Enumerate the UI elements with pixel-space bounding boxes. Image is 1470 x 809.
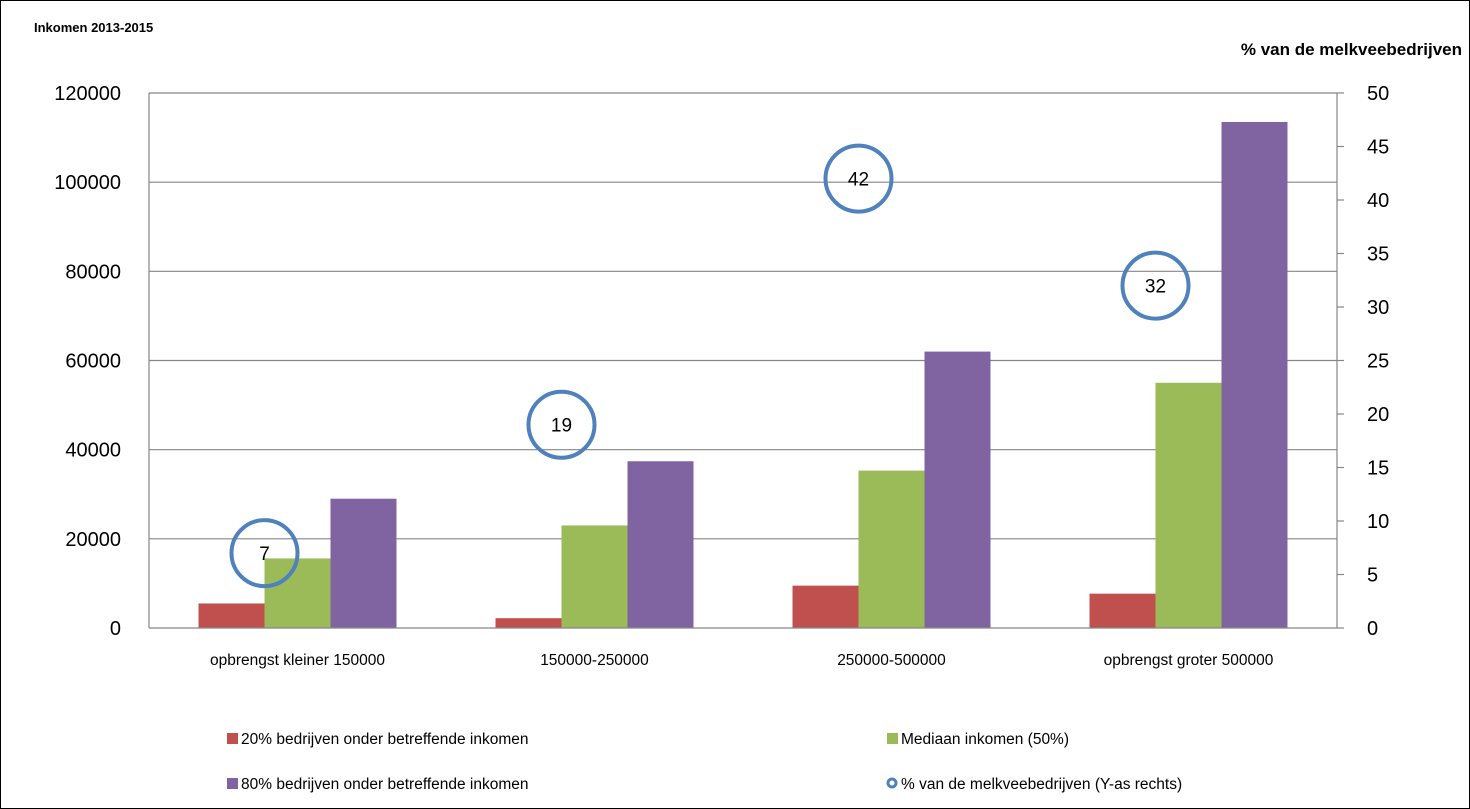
- legend-marker-swatch: [886, 777, 898, 789]
- category-label: opbrengst kleiner 150000: [210, 652, 385, 669]
- legend-label: 80% bedrijven onder betreffende inkomen: [241, 776, 529, 793]
- right-tick-label: 5: [1367, 565, 1378, 587]
- right-axis-ticks: 0 5 10 15 20 25 30 35 40 45 50: [1337, 83, 1389, 640]
- bar: [264, 558, 331, 628]
- legend-label: 20% bedrijven onder betreffende inkomen: [241, 731, 529, 748]
- bar: [1089, 593, 1156, 628]
- right-tick-label: 20: [1367, 404, 1389, 426]
- category-label: 150000-250000: [540, 652, 649, 669]
- right-axis-title: % van de melkveebedrijven: [1241, 40, 1462, 59]
- percentage-marker-label: 42: [848, 170, 869, 191]
- bar: [792, 585, 859, 628]
- percentage-marker: [1120, 250, 1191, 321]
- bar: [858, 470, 925, 628]
- bar: [198, 603, 265, 628]
- left-axis-ticks: 0 20000 40000 60000 80000 100000 120000: [54, 83, 121, 640]
- category-label: 250000-500000: [837, 652, 946, 669]
- category-label: opbrengst groter 500000: [1104, 652, 1274, 669]
- bar: [924, 351, 991, 628]
- left-tick-label: 80000: [65, 261, 121, 283]
- bar: [330, 498, 397, 628]
- percentage-marker-label: 7: [259, 544, 270, 565]
- right-tick-label: 50: [1367, 83, 1389, 105]
- category-labels: opbrengst kleiner 150000 150000-250000 250…: [210, 652, 1274, 669]
- right-tick-label: 35: [1367, 244, 1389, 266]
- legend-label: % van de melkveebedrijven (Y-as rechts): [901, 776, 1182, 793]
- right-tick-label: 40: [1367, 190, 1389, 212]
- right-tick-label: 15: [1367, 458, 1389, 480]
- legend-swatch: [887, 733, 898, 744]
- bar: [627, 461, 694, 628]
- right-tick-label: 25: [1367, 351, 1389, 373]
- left-tick-label: 120000: [54, 83, 121, 105]
- bar: [1221, 121, 1288, 629]
- left-tick-label: 60000: [65, 351, 121, 373]
- percentage-marker: [823, 143, 894, 214]
- left-tick-label: 40000: [65, 440, 121, 462]
- right-tick-label: 10: [1367, 511, 1389, 533]
- left-tick-label: 0: [110, 618, 121, 640]
- legend-label: Mediaan inkomen (50%): [901, 731, 1069, 748]
- chart-title: Inkomen 2013-2015: [34, 20, 153, 35]
- percentage-marker: [526, 389, 597, 460]
- gridlines: [149, 92, 1337, 540]
- percentage-markers: 7 19 42 32: [229, 143, 1191, 589]
- bar: [495, 618, 562, 628]
- right-tick-label: 0: [1367, 618, 1378, 640]
- left-tick-label: 20000: [65, 529, 121, 551]
- bar: [1155, 382, 1222, 628]
- left-tick-label: 100000: [54, 172, 121, 194]
- bar: [561, 525, 628, 628]
- legend: 20% bedrijven onder betreffende inkomen M…: [227, 731, 1182, 793]
- bars: [198, 121, 1288, 629]
- right-tick-label: 45: [1367, 137, 1389, 159]
- legend-swatch: [227, 733, 238, 744]
- right-tick-label: 30: [1367, 297, 1389, 319]
- percentage-marker-label: 32: [1145, 277, 1166, 298]
- percentage-marker-label: 19: [551, 416, 572, 437]
- percentage-marker: [229, 518, 300, 589]
- legend-swatch: [227, 778, 238, 789]
